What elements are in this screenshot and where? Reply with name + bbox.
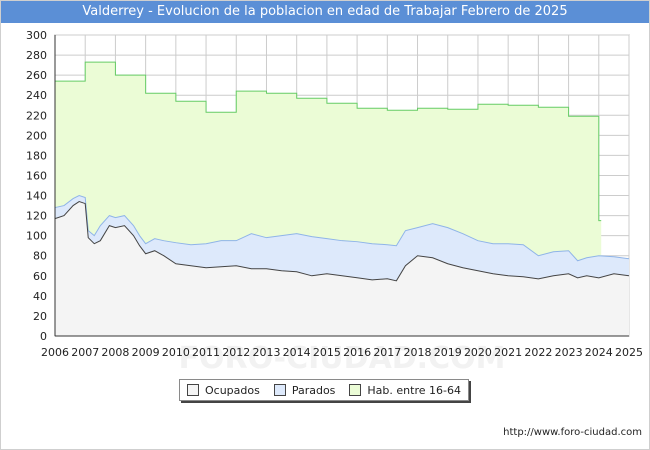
ocupados-area (55, 201, 629, 336)
x-tick-label: 2015 (313, 346, 341, 359)
x-tick-label: 2022 (524, 346, 552, 359)
x-tick-label: 2016 (343, 346, 371, 359)
y-tick-label: 60 (33, 270, 47, 283)
y-tick-label: 180 (26, 149, 47, 162)
y-tick-label: 300 (26, 29, 47, 42)
x-tick-label: 2013 (252, 346, 280, 359)
x-tick-label: 2011 (192, 346, 220, 359)
axes: 0 20 40 60 80 100 120 140 160 180 200 220 240 260 280 3… (26, 29, 643, 359)
watermark-text: FORO-CIUDAD.COM (179, 341, 506, 376)
x-tick-label: 2007 (71, 346, 99, 359)
legend-item-ocupados: Ocupados (186, 383, 260, 397)
legend-label-parados: Parados (291, 383, 336, 397)
ocupados-line (54, 201, 630, 282)
legend-item-parados: Parados (273, 383, 336, 397)
x-tick-label: 2023 (555, 346, 583, 359)
x-tick-label: 2018 (404, 346, 432, 359)
x-tick-label: 2014 (283, 346, 311, 359)
x-tick-label: 2024 (585, 346, 613, 359)
legend-item-hab: Hab. entre 16-64 (349, 384, 461, 397)
x-tick-label: 2008 (101, 346, 129, 359)
legend-swatch-parados (273, 384, 286, 396)
y-tick-label: 280 (26, 49, 47, 62)
legend-swatch-ocupados (186, 384, 199, 396)
y-tick-label: 0 (40, 330, 47, 343)
y-tick-label: 120 (26, 210, 47, 223)
y-tick-label: 20 (33, 310, 47, 323)
y-tick-label: 140 (26, 190, 47, 203)
parados-line (54, 194, 630, 262)
x-tick-label: 2025 (615, 346, 643, 359)
y-tick-label: 220 (26, 109, 47, 122)
y-tick-label: 80 (33, 250, 47, 263)
y-tick-label: 160 (26, 169, 47, 182)
source-url: http://www.foro-ciudad.com (503, 427, 642, 438)
y-tick-label: 260 (26, 69, 47, 82)
legend-label-hab: Hab. entre 16-64 (367, 383, 461, 397)
x-tick-label: 2009 (132, 346, 160, 359)
y-tick-label: 240 (26, 89, 47, 102)
x-tick-label: 2021 (494, 346, 522, 359)
chart-title: Valderrey - Evolucion de la poblacion en… (1, 1, 649, 23)
hab-line (55, 61, 602, 222)
legend-label-ocupados: Ocupados (204, 383, 260, 397)
y-tick-label: 200 (26, 129, 47, 142)
x-tick-label: 2012 (222, 346, 250, 359)
legend-swatch-hab (349, 384, 362, 396)
x-tick-label: 2006 (41, 346, 69, 359)
legend: Ocupados Parados Hab. entre 16-64 (179, 379, 469, 401)
x-tick-label: 2020 (464, 346, 492, 359)
y-tick-label: 100 (26, 230, 47, 243)
x-tick-label: 2017 (373, 346, 401, 359)
y-tick-label: 40 (33, 290, 47, 303)
series-areas (54, 61, 630, 337)
x-tick-label: 2010 (162, 346, 190, 359)
x-tick-label: 2019 (434, 346, 462, 359)
